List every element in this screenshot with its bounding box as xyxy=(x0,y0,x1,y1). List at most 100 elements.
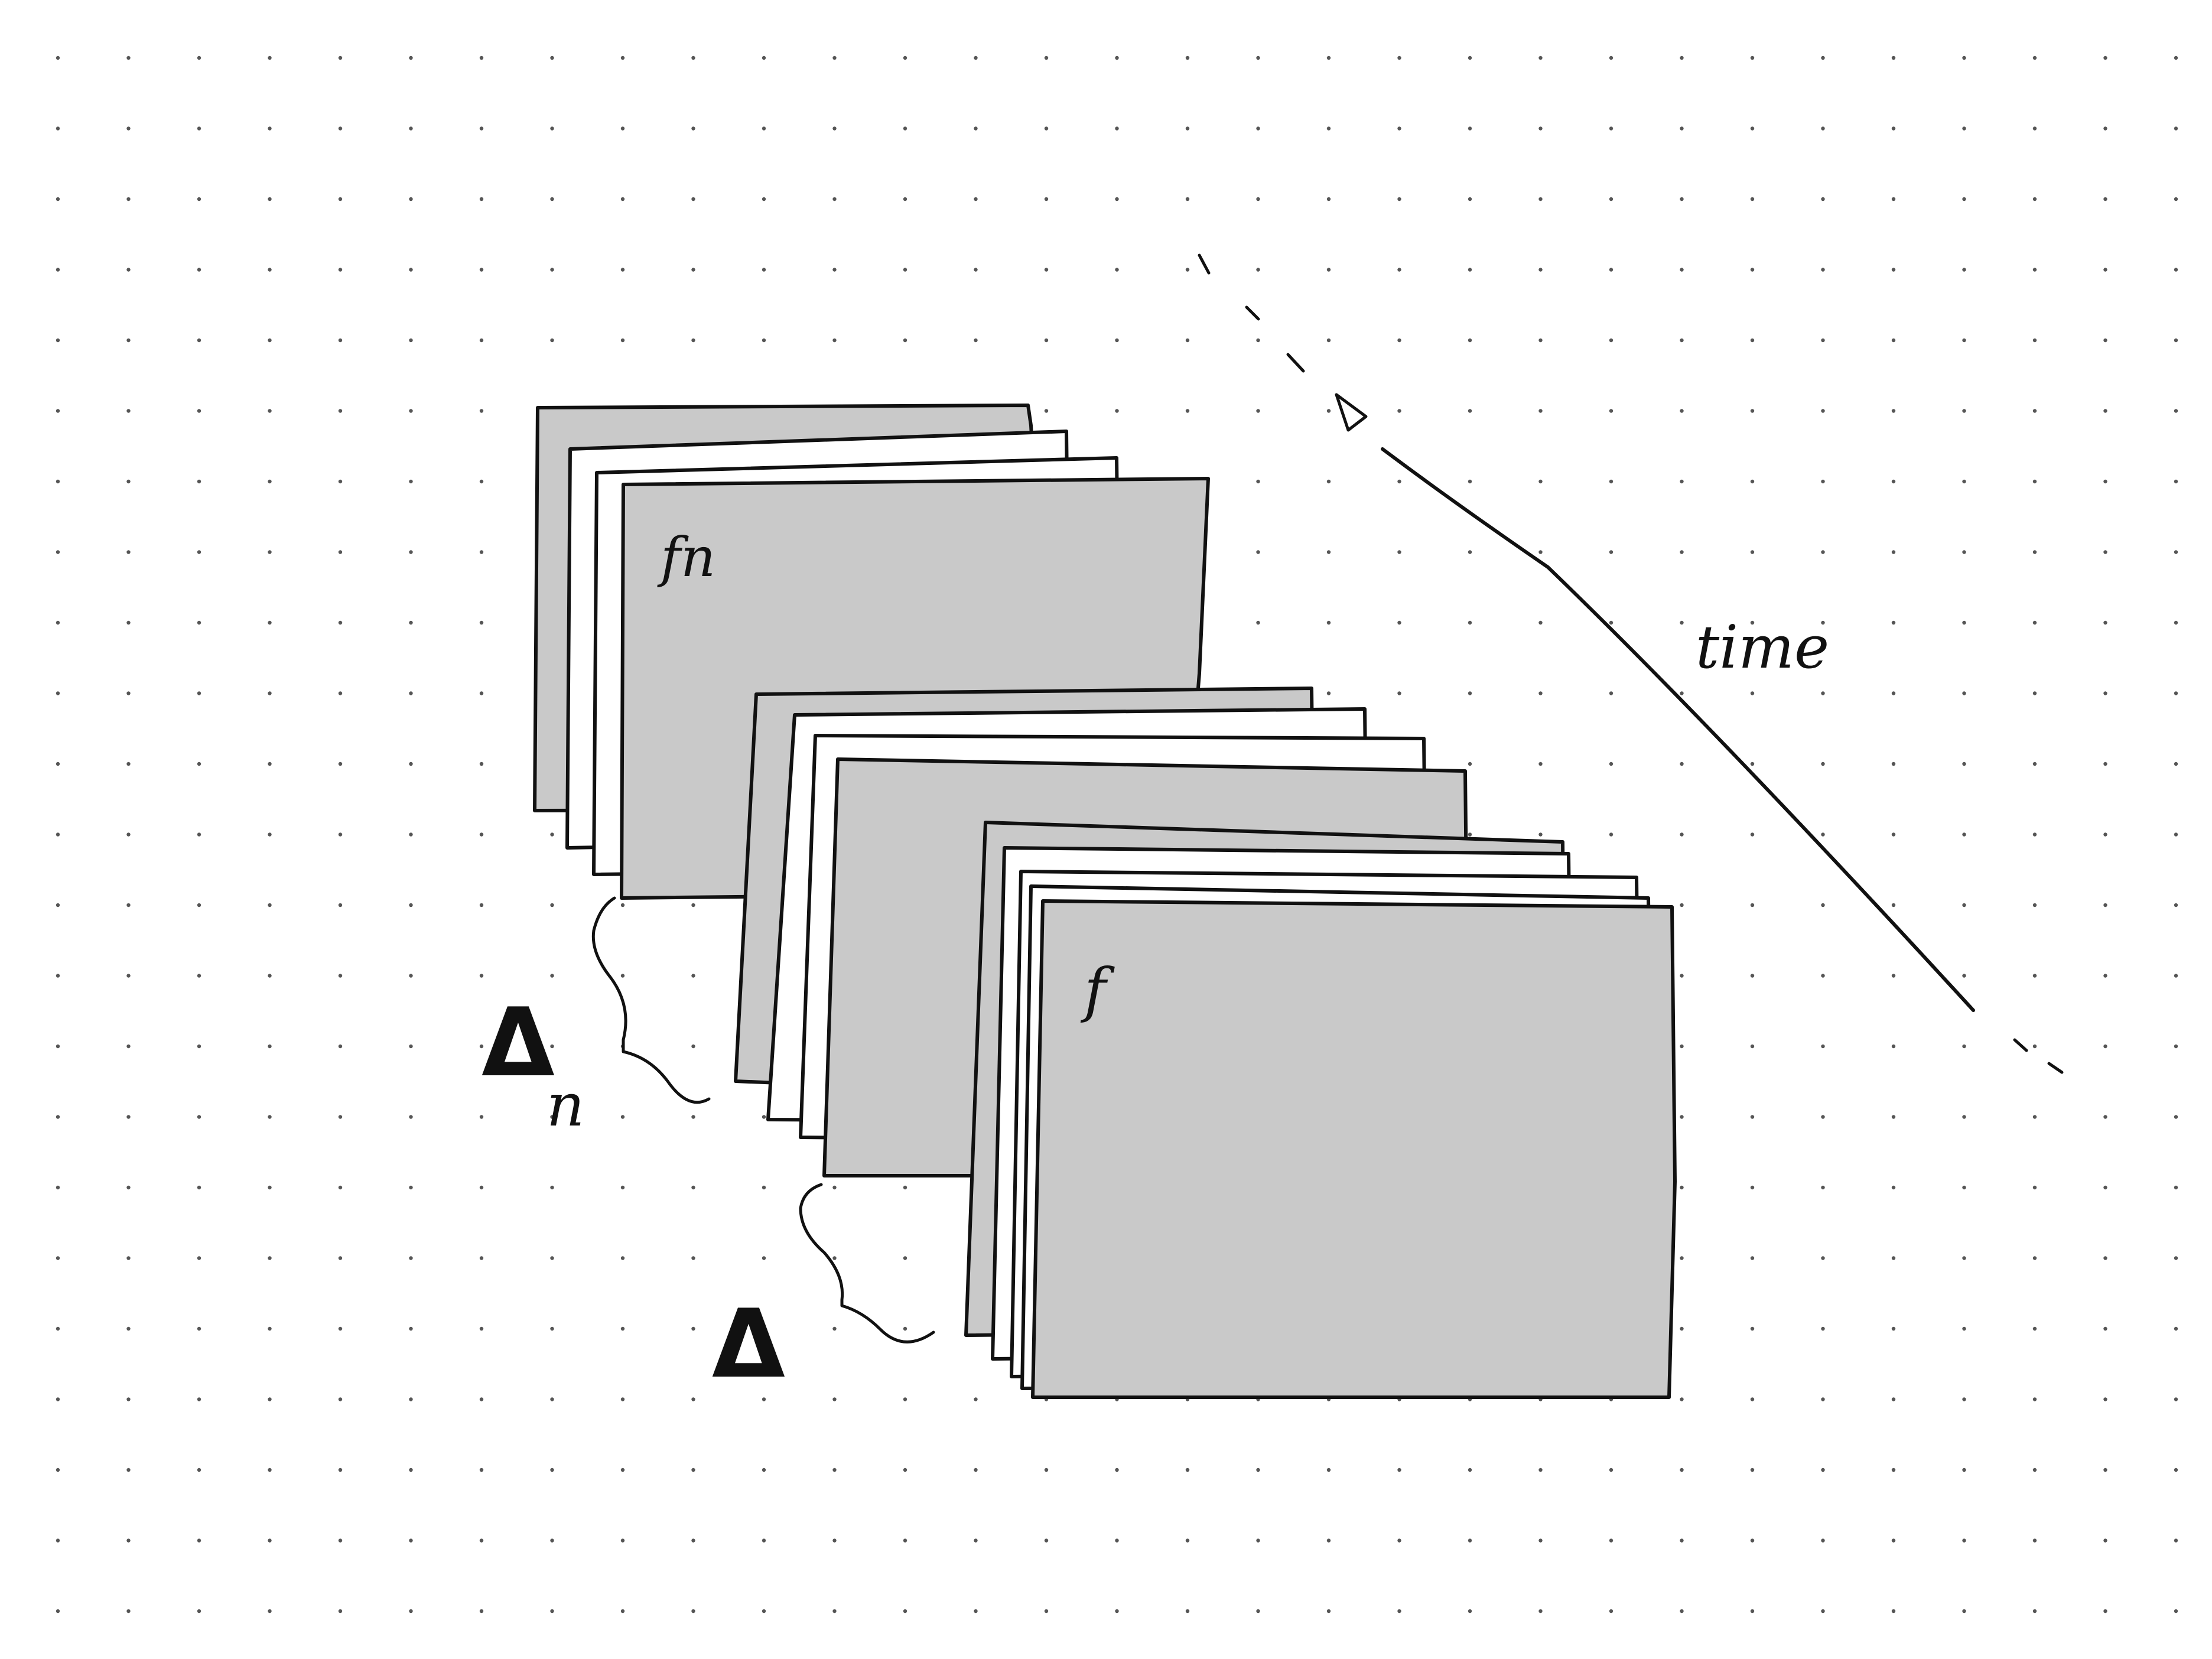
grid-dot xyxy=(1750,1326,1755,1331)
grid-dot xyxy=(1256,1538,1260,1543)
grid-dot xyxy=(1256,126,1260,131)
grid-dot xyxy=(1750,974,1755,978)
grid-dot xyxy=(903,1397,907,1401)
brace-delta-n xyxy=(591,896,711,1104)
grid-dot xyxy=(2103,762,2107,766)
frame-group-front: f xyxy=(964,821,1677,1399)
grid-dot xyxy=(1962,56,1966,60)
grid-dot xyxy=(1185,1468,1190,1472)
grid-dot xyxy=(1750,409,1755,413)
grid-dot xyxy=(197,903,201,907)
grid-dot xyxy=(1891,1326,1896,1331)
grid-dot xyxy=(479,1397,484,1401)
grid-dot xyxy=(1821,479,1825,484)
grid-dot xyxy=(1609,1609,1614,1614)
grid-dot xyxy=(126,974,131,978)
grid-dot xyxy=(2103,691,2107,695)
grid-dot xyxy=(1962,126,1966,131)
grid-dot xyxy=(1397,409,1401,413)
grid-dot xyxy=(1680,197,1684,201)
grid-dot xyxy=(1397,268,1401,272)
grid-dot xyxy=(197,268,201,272)
grid-dot xyxy=(1256,56,1260,60)
grid-dot xyxy=(1538,550,1543,554)
grid-dot xyxy=(550,1326,554,1331)
grid-dot xyxy=(2174,1185,2178,1190)
grid-dot xyxy=(974,338,978,343)
grid-dot xyxy=(1326,1468,1331,1472)
grid-dot xyxy=(1821,56,1825,60)
grid-dot xyxy=(1044,409,1049,413)
grid-dot xyxy=(1609,479,1614,484)
grid-dot xyxy=(409,1044,413,1049)
grid-dot xyxy=(1891,1115,1896,1119)
grid-dot xyxy=(2032,479,2037,484)
grid-dot xyxy=(479,1256,484,1260)
grid-dot xyxy=(1750,1397,1755,1401)
grid-dot xyxy=(268,1185,272,1190)
grid-dot xyxy=(126,1185,131,1190)
grid-dot xyxy=(338,832,343,837)
grid-dot xyxy=(1185,338,1190,343)
grid-dot xyxy=(1326,691,1331,695)
grid-dot xyxy=(126,56,131,60)
grid-dot xyxy=(1538,268,1543,272)
grid-dot xyxy=(832,126,837,131)
grid-dot xyxy=(1962,409,1966,413)
grid-dot xyxy=(1891,126,1896,131)
grid-dot xyxy=(2174,56,2178,60)
grid-dot xyxy=(197,762,201,766)
grid-dot xyxy=(1256,1609,1260,1614)
grid-dot xyxy=(1821,762,1825,766)
grid-dot xyxy=(409,268,413,272)
grid-dot xyxy=(1680,338,1684,343)
grid-dot xyxy=(2032,1256,2037,1260)
grid-dot xyxy=(1609,762,1614,766)
grid-dot xyxy=(1750,1609,1755,1614)
grid-dot xyxy=(1962,1115,1966,1119)
grid-dot xyxy=(338,1326,343,1331)
grid-dot xyxy=(691,197,695,201)
grid-dot xyxy=(1680,550,1684,554)
grid-dot xyxy=(974,1468,978,1472)
grid-dot xyxy=(1468,691,1472,695)
grid-dot xyxy=(1609,1538,1614,1543)
grid-dot xyxy=(2032,126,2037,131)
grid-dot xyxy=(338,691,343,695)
grid-dot xyxy=(550,1609,554,1614)
grid-dot xyxy=(2032,1044,2037,1049)
grid-dot xyxy=(409,1468,413,1472)
grid-dot xyxy=(1680,268,1684,272)
grid-dot xyxy=(2103,550,2107,554)
grid-dot xyxy=(479,197,484,201)
grid-dot xyxy=(903,197,907,201)
grid-dot xyxy=(1821,338,1825,343)
grid-dot xyxy=(126,550,131,554)
grid-dot xyxy=(620,1115,625,1119)
grid-dot xyxy=(2032,550,2037,554)
grid-dot xyxy=(1680,1397,1684,1401)
grid-dot xyxy=(762,197,766,201)
time-axis-line xyxy=(1381,447,1975,1012)
grid-dot xyxy=(1538,1609,1543,1614)
grid-dot xyxy=(2032,1538,2037,1543)
grid-dot xyxy=(1821,1185,1825,1190)
grid-dot xyxy=(1538,691,1543,695)
grid-dot xyxy=(56,197,60,201)
grid-dot xyxy=(832,197,837,201)
grid-dot xyxy=(762,1185,766,1190)
grid-dot xyxy=(338,1397,343,1401)
grid-dot xyxy=(1821,268,1825,272)
grid-dot xyxy=(2103,974,2107,978)
grid-dot xyxy=(1680,56,1684,60)
grid-dot xyxy=(974,1538,978,1543)
grid-dot xyxy=(1397,126,1401,131)
grid-dot xyxy=(1609,620,1614,625)
grid-dot xyxy=(1891,691,1896,695)
grid-dot xyxy=(903,338,907,343)
grid-dot xyxy=(1609,56,1614,60)
grid-dot xyxy=(56,1256,60,1260)
grid-dot xyxy=(197,691,201,695)
grid-dot xyxy=(56,1044,60,1049)
grid-dot xyxy=(1397,620,1401,625)
